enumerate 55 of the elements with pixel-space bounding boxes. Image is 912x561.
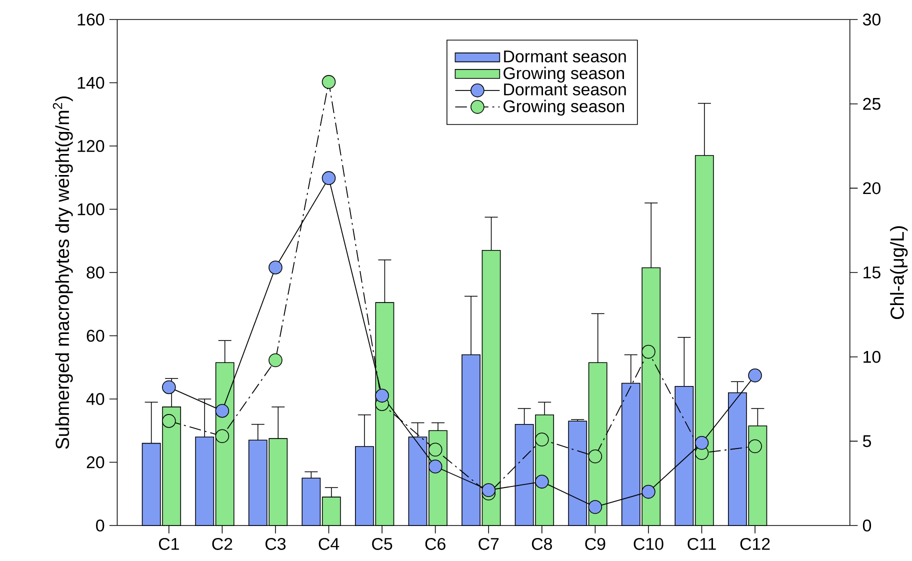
y2-tick-label: 0 [862, 520, 872, 532]
y-tick-label: 140 [78, 76, 104, 89]
y-tick-label: 120 [78, 140, 104, 152]
y-tick-label: 160 [78, 14, 104, 26]
point [534, 432, 549, 447]
y2-tick-label: 30 [862, 14, 880, 26]
y2-tick-label: 15 [864, 266, 880, 279]
point [322, 75, 336, 89]
point [268, 260, 282, 275]
y-tick-label: 80 [86, 266, 104, 279]
y-tick-label: 60 [86, 330, 104, 342]
x-tick-label: C11 [688, 538, 716, 550]
y2-tick-label: 10 [864, 351, 880, 363]
legend-label: Dormant season [504, 50, 626, 63]
y2-axis-title: Chl-a(μg/L) [890, 226, 908, 320]
x-tick-label: C12 [740, 538, 770, 550]
y2-tick-label: 5 [862, 435, 871, 448]
y-tick-label: 20 [86, 456, 104, 468]
y-tick-label: 0 [96, 520, 104, 532]
point [428, 460, 442, 474]
legend-label: Growing season [504, 100, 624, 116]
point [215, 404, 230, 418]
point [482, 483, 496, 498]
x-tick-label: C5 [372, 538, 392, 550]
point [642, 345, 656, 359]
y-tick-label: 100 [78, 203, 104, 216]
point [162, 380, 176, 394]
point [694, 436, 709, 450]
y2-tick-label: 25 [863, 98, 880, 110]
x-tick-label: C6 [425, 538, 446, 550]
x-tick-label: C3 [266, 538, 286, 550]
point [215, 429, 230, 444]
point [322, 171, 336, 186]
y2-tick-label: 20 [863, 182, 880, 194]
x-tick-label: C7 [478, 538, 499, 550]
x-tick-label: C8 [532, 538, 552, 550]
point [748, 368, 762, 382]
legend-label: Dormant season [504, 84, 626, 96]
x-tick-label: C10 [634, 538, 664, 550]
x-tick-label: C4 [318, 538, 340, 550]
point [428, 442, 442, 457]
point [642, 485, 656, 499]
point [588, 450, 602, 464]
point [268, 353, 282, 368]
x-tick-label: C1 [158, 538, 179, 550]
point [588, 500, 602, 514]
x-tick-label: C2 [212, 538, 232, 550]
y-tick-label: 40 [86, 393, 104, 406]
legend-label: Growing season [504, 66, 624, 83]
point [534, 474, 549, 489]
y-axis-title: Submerged macrophytes dry weight(g/m$^{2}$) [52, 96, 73, 450]
x-tick-label: C9 [585, 538, 606, 550]
point [375, 388, 389, 403]
point [748, 440, 762, 454]
point [162, 414, 176, 428]
